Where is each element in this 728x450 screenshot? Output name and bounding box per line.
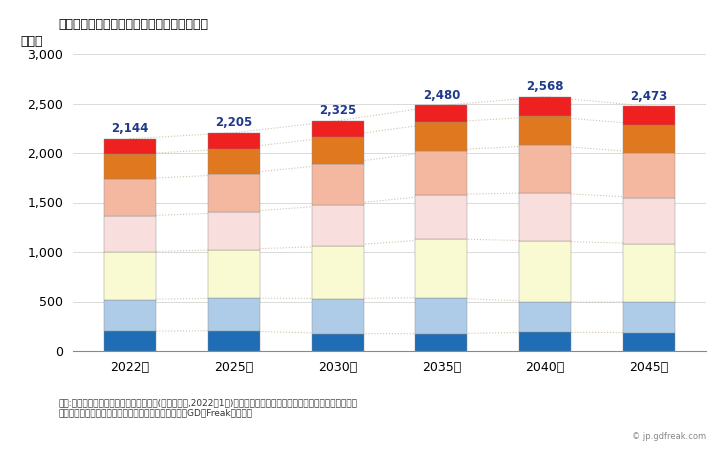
Text: 出所:実績値は「介護事業状況報告月報」(厚生労働省,2022年1月)。推計値は「全国又は都道府県の男女・年齢階層別
要介護度別平均認定率を当域内人口構成に当ては: 出所:実績値は「介護事業状況報告月報」(厚生労働省,2022年1月)。推計値は「… [58,398,357,418]
Bar [416,334,467,351]
Bar [312,298,363,334]
Bar [623,106,675,125]
Bar [104,331,156,351]
Bar [207,331,260,351]
Bar [207,148,260,174]
Bar [416,105,467,122]
Bar [519,145,571,193]
Bar [519,193,571,241]
Text: 2,568: 2,568 [526,80,564,93]
Bar [104,179,156,216]
Bar [623,243,675,302]
Y-axis label: ［人］: ［人］ [20,35,43,48]
Bar [207,174,260,212]
Bar [104,139,156,154]
Bar [312,246,363,298]
Bar [519,97,571,117]
Bar [312,205,363,246]
Bar [623,333,675,351]
Text: 2,205: 2,205 [215,116,253,129]
Bar [416,238,467,297]
Text: 2,144: 2,144 [111,122,149,135]
Bar [312,164,363,205]
Bar [623,198,675,243]
Bar [416,297,467,334]
Bar [104,154,156,179]
Bar [416,122,467,151]
Bar [623,125,675,153]
Bar [207,133,260,148]
Bar [416,151,467,194]
Bar [104,300,156,331]
Bar [416,194,467,239]
Bar [207,298,260,331]
Text: 2,325: 2,325 [319,104,356,117]
Bar [104,216,156,252]
Text: 2,473: 2,473 [630,90,668,103]
Bar [519,302,571,332]
Bar [312,334,363,351]
Bar [207,212,260,250]
Bar [104,252,156,300]
Text: © jp.gdfreak.com: © jp.gdfreak.com [632,432,706,441]
Bar [312,137,363,164]
Bar [519,117,571,145]
Bar [519,332,571,351]
Bar [623,302,675,333]
Bar [519,241,571,302]
Text: 2,480: 2,480 [423,89,460,102]
Text: 牧之原市の要介護（要支援）者数の将来推計: 牧之原市の要介護（要支援）者数の将来推計 [58,18,208,31]
Bar [312,121,363,137]
Bar [207,250,260,298]
Bar [623,153,675,198]
